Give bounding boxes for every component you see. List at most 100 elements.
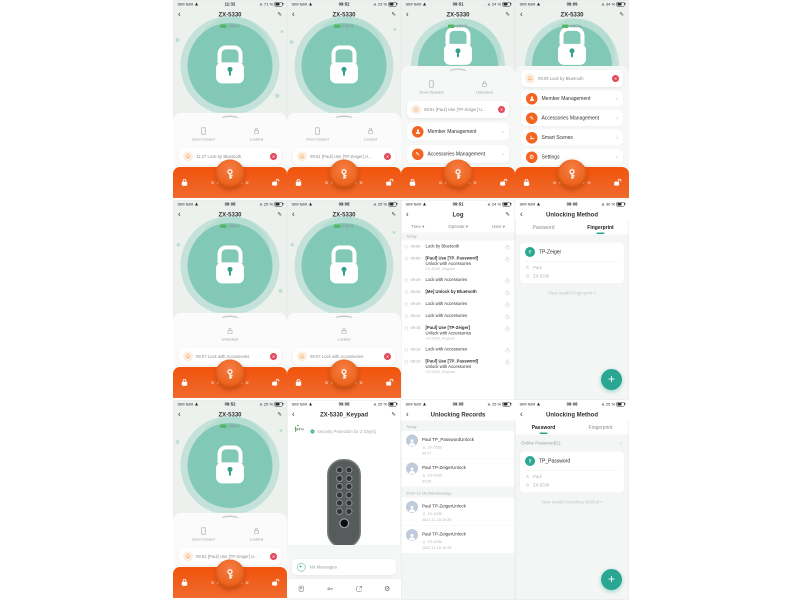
record-row[interactable]: Paul TP-ZeigerUnlock ZX-5330 2022-11-16 … (401, 498, 515, 526)
dismiss-icon[interactable]: ✕ (270, 353, 277, 360)
lock-action-icon[interactable] (294, 178, 304, 188)
notification-pill[interactable]: 09:51 [Paul] Use [TP-Zeiger] U... ✕ (179, 548, 281, 565)
share-icon[interactable] (505, 244, 511, 250)
menu-item-settings[interactable]: ⚙ Settings › (521, 149, 623, 165)
record-row[interactable]: Paul TP-ZeigerUnlock ZX-5330 09:06 (401, 459, 515, 487)
lock-action-icon[interactable] (180, 578, 190, 588)
dismiss-icon[interactable]: ✕ (498, 106, 505, 113)
tab-password[interactable]: Password (532, 224, 555, 231)
key-button[interactable] (557, 159, 587, 189)
key-tool-icon[interactable] (326, 585, 334, 593)
share-icon[interactable] (505, 277, 511, 283)
back-button[interactable]: ‹ (406, 9, 409, 19)
share-icon[interactable] (505, 325, 511, 331)
drag-handle[interactable] (220, 515, 240, 524)
unlock-action-icon[interactable] (271, 178, 281, 188)
view-invalid-link[interactable]: View Invalid Unlocking Method > (541, 499, 603, 505)
view-invalid-link[interactable]: View Invalid Fingerprint > (548, 290, 596, 296)
password-card[interactable]: TP_Password Paul ZX-5330 (520, 451, 624, 493)
back-button[interactable]: ‹ (178, 9, 181, 19)
edit-icon[interactable]: ✎ (391, 411, 396, 418)
edit-icon[interactable]: ✎ (391, 211, 396, 218)
add-fingerprint-fab[interactable]: + (601, 369, 622, 390)
drag-handle[interactable] (220, 315, 240, 324)
log-row[interactable]: 09:15 [Paul] Use [TP-Zeiger] Unlock with A… (401, 322, 515, 343)
unlock-action-icon[interactable] (613, 178, 623, 188)
back-button[interactable]: ‹ (520, 9, 523, 19)
notification-pill[interactable]: 09:51 [Paul] Use [TP-Zeiger] U... ✕ (293, 148, 395, 165)
filter-user[interactable]: User ▾ (491, 224, 505, 229)
back-button[interactable]: ‹ (292, 409, 295, 419)
add-password-fab[interactable]: + (601, 569, 622, 590)
dismiss-icon[interactable]: ✕ (270, 153, 277, 160)
edit-icon[interactable]: ✎ (277, 211, 282, 218)
back-button[interactable]: ‹ (292, 9, 295, 19)
share-icon[interactable] (505, 256, 511, 262)
log-row[interactable]: 09:10 Lock with Accessories (401, 310, 515, 322)
edit-icon[interactable]: ✎ (391, 11, 396, 18)
edit-icon[interactable]: ✎ (277, 11, 282, 18)
back-button[interactable]: ‹ (520, 409, 523, 419)
tab-password[interactable]: Password (515, 425, 572, 431)
menu-item-member-management[interactable]: Member Management › (407, 122, 509, 141)
notification-pill[interactable]: 11:27 Lock by Bluetooth ✕ (179, 148, 281, 165)
drag-handle[interactable] (334, 315, 354, 324)
key-button[interactable] (329, 359, 359, 389)
filter-time[interactable]: Time ▾ (411, 224, 425, 229)
share-icon[interactable] (505, 359, 511, 365)
lock-action-icon[interactable] (180, 178, 190, 188)
key-button[interactable] (215, 159, 245, 189)
lock-action-icon[interactable] (294, 378, 304, 388)
key-button[interactable] (329, 159, 359, 189)
settings-tool-icon[interactable]: ⚙ (384, 584, 391, 593)
log-row[interactable]: 09:49 Lock with Accessories (401, 298, 515, 310)
export-tool-icon[interactable] (355, 585, 363, 593)
back-button[interactable]: ‹ (292, 209, 295, 219)
lock-action-icon[interactable] (522, 178, 532, 188)
log-tool-icon[interactable] (298, 585, 306, 593)
key-button[interactable] (215, 559, 245, 589)
drag-handle[interactable] (220, 115, 240, 124)
menu-item-accessories-management[interactable]: ✎ Accessories Management › (521, 110, 623, 126)
unlock-action-icon[interactable] (271, 378, 281, 388)
log-row[interactable]: 09:12 [Paul] Use [TP_Password] Unlock with… (401, 355, 515, 376)
edit-icon[interactable]: ✎ (619, 11, 624, 18)
dismiss-icon[interactable]: ✕ (384, 353, 391, 360)
unlock-action-icon[interactable] (499, 178, 509, 188)
share-icon[interactable] (505, 289, 511, 295)
key-button[interactable] (443, 159, 473, 189)
log-row[interactable]: 09:49 Lock with Accessories (401, 274, 515, 286)
dismiss-icon[interactable]: ✕ (270, 553, 277, 560)
menu-item-member-management[interactable]: Member Management › (521, 90, 623, 107)
share-icon[interactable] (505, 347, 511, 353)
online-password-row[interactable]: Online Password(1) (515, 435, 629, 446)
notification-pill[interactable]: 09:51 [Paul] Use [TP-Zeiger] U... ✕ (407, 101, 509, 118)
drag-handle[interactable] (334, 115, 354, 124)
back-button[interactable]: ‹ (406, 209, 409, 219)
tab-fingerprint[interactable]: Fingerprint (588, 424, 613, 431)
back-button[interactable]: ‹ (178, 209, 181, 219)
back-button[interactable]: ‹ (406, 409, 409, 419)
edit-icon[interactable]: ✎ (505, 211, 510, 218)
record-row[interactable]: Paul TP-ZeigerUnlock ZX-5330 2022-11-16 … (401, 526, 515, 554)
back-button[interactable]: ‹ (520, 209, 523, 219)
notification-pill[interactable]: 09:09 Lock by Bluetooth ✕ (521, 70, 623, 87)
edit-icon[interactable]: ✎ (277, 411, 282, 418)
unlock-action-icon[interactable] (271, 578, 281, 588)
notification-pill[interactable]: 09:07 Lock with Accessories ✕ (293, 348, 395, 365)
record-row[interactable]: Paul TP_PasswordUnlock ZX-5330 09:07 (401, 431, 515, 459)
edit-icon[interactable]: ✎ (505, 11, 510, 18)
dismiss-icon[interactable]: ✕ (612, 75, 619, 82)
filter-operate[interactable]: Operate ▾ (448, 224, 469, 229)
notification-pill[interactable]: 09:07 Lock with Accessories ✕ (179, 348, 281, 365)
tab-fingerprint[interactable]: Fingerprint (572, 225, 629, 231)
log-row[interactable]: 09:50 [Paul] Use [TP_Password] Unlock with… (401, 253, 515, 274)
log-row[interactable]: 09:50 Lock by Bluetooth (401, 241, 515, 253)
messages-card[interactable]: No Messages (292, 559, 396, 575)
menu-item-accessories-management[interactable]: ✎ Accessories Management › (407, 145, 509, 163)
unlock-action-icon[interactable] (385, 178, 395, 188)
log-row[interactable]: 09:49 [Me] Unlock by Bluetooth (401, 286, 515, 298)
drag-handle[interactable] (448, 68, 468, 77)
key-button[interactable] (215, 359, 245, 389)
back-button[interactable]: ‹ (178, 409, 181, 419)
